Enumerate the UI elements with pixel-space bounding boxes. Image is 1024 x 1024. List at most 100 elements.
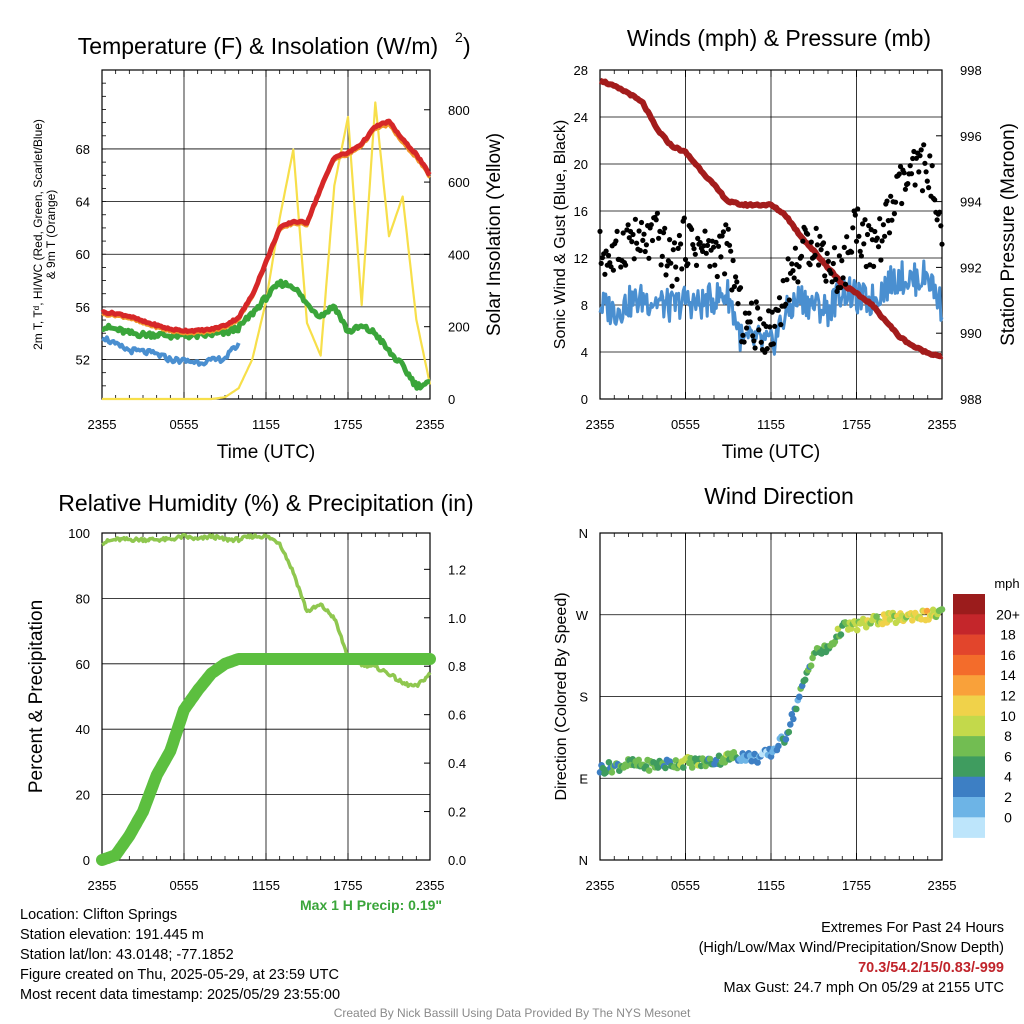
gust-point <box>626 235 632 241</box>
gust-point <box>841 244 847 250</box>
colorbar-label: 8 <box>1004 728 1012 744</box>
y2-axis-label-text: Station Pressure (Maroon) <box>998 123 1019 346</box>
station-location: Location: Clifton Springs <box>20 907 178 923</box>
station-info: Location: Clifton Springs Station elevat… <box>20 905 340 1005</box>
gust-point <box>901 170 907 176</box>
gust-point <box>726 242 733 248</box>
gust-point <box>889 217 895 223</box>
y-axis-label-line2: & 9m T (Orange) <box>44 190 58 280</box>
gust-point <box>725 226 731 232</box>
gust-point <box>675 245 681 251</box>
gust-point <box>671 240 678 246</box>
gust-point <box>637 247 643 254</box>
gust-point <box>602 271 608 277</box>
y-tick-label: 80 <box>76 591 90 606</box>
gust-point <box>896 171 902 177</box>
gust-point <box>714 273 720 280</box>
series-2m-t <box>100 118 432 334</box>
gust-point <box>795 279 801 285</box>
gust-point <box>755 305 761 311</box>
gust-point <box>886 230 893 236</box>
direction-point <box>909 617 916 624</box>
gust-point <box>816 262 822 268</box>
gust-point <box>853 238 860 244</box>
direction-point <box>742 757 749 764</box>
gust-point <box>917 153 923 159</box>
gust-point <box>663 272 669 278</box>
gust-point <box>918 147 924 153</box>
gust-point <box>937 209 943 215</box>
gust-point <box>833 276 839 282</box>
gust-point <box>598 260 604 266</box>
gust-point <box>861 241 867 247</box>
y-tick-label: 8 <box>581 298 588 313</box>
gust-point <box>728 248 734 254</box>
gust-point <box>757 316 763 322</box>
gust-point <box>634 240 640 246</box>
direction-point <box>831 638 839 646</box>
gust-point <box>607 260 613 266</box>
gust-point <box>808 239 814 245</box>
gust-point <box>630 231 636 238</box>
x-axis-label: Time (UTC) <box>722 442 821 463</box>
plot-frame <box>101 69 431 400</box>
gust-point <box>610 267 617 273</box>
gust-point <box>823 278 829 284</box>
gust-point <box>910 155 916 162</box>
gust-point <box>720 229 727 235</box>
direction-point <box>645 767 653 774</box>
y2-tick-label: 600 <box>448 175 470 190</box>
gust-point <box>805 231 811 237</box>
gust-point <box>758 339 764 345</box>
gust-point <box>825 258 832 264</box>
x-tick-label: 2355 <box>416 417 445 432</box>
gust-point <box>673 264 679 270</box>
gust-point <box>939 241 945 247</box>
colorbar-label: 20+ <box>996 606 1020 622</box>
y-tick-label: W <box>576 608 589 623</box>
gust-point <box>695 235 701 241</box>
gust-point <box>733 274 739 280</box>
direction-point <box>688 764 696 771</box>
x-axis-label: Time (UTC) <box>217 442 316 463</box>
gust-point <box>751 338 757 344</box>
colorbar-swatch <box>953 817 985 838</box>
x-tick-label: 0555 <box>170 878 199 893</box>
gust-point <box>723 222 729 228</box>
gust-point <box>752 345 758 351</box>
extremes-title: Extremes For Past 24 Hours <box>821 920 1004 936</box>
y2-tick-label: 992 <box>960 260 982 275</box>
gust-point <box>850 225 856 231</box>
gust-point <box>831 245 838 251</box>
gust-point <box>871 263 877 269</box>
gust-point <box>872 228 878 235</box>
gust-point <box>921 142 927 148</box>
gust-point <box>862 217 868 223</box>
y-axis-label: Percent & Precipitation <box>26 600 47 793</box>
gust-point <box>888 193 894 199</box>
plot-frame <box>599 69 943 400</box>
gust-point <box>605 252 612 259</box>
gust-point <box>922 160 928 166</box>
gust-point <box>818 247 824 253</box>
station-latlon: Station lat/lon: 43.0148; -77.1852 <box>20 947 234 963</box>
series-station-pressure <box>598 77 944 360</box>
gust-point <box>658 262 664 268</box>
gust-point <box>659 253 665 259</box>
y-axis-label-line1: 2m T, Tᵈ, HI/WC (Red, Green, Scarlet/Blu… <box>31 119 45 350</box>
gust-point <box>838 285 844 291</box>
y-tick-label: 40 <box>76 722 90 737</box>
gust-point <box>707 263 713 269</box>
y2-tick-label: 0.2 <box>448 805 466 820</box>
gust-point <box>669 283 675 289</box>
y-tick-label: N <box>579 526 588 541</box>
gust-point <box>770 341 777 347</box>
colorbar-label: 2 <box>1004 789 1012 805</box>
colorbar-label: 4 <box>1004 769 1012 785</box>
x-tick-label: 1755 <box>334 417 363 432</box>
x-tick-label: 1755 <box>334 878 363 893</box>
gust-point <box>855 206 861 212</box>
gust-point <box>860 221 866 227</box>
y-axis-label: Sonic Wind & Gust (Blue, Black) <box>552 120 569 349</box>
